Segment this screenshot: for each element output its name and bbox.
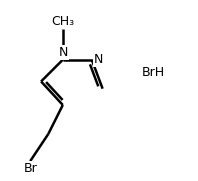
Text: N: N — [59, 46, 68, 59]
Text: Br: Br — [23, 162, 37, 175]
Text: N: N — [94, 53, 103, 66]
Text: BrH: BrH — [142, 66, 165, 79]
Text: CH₃: CH₃ — [51, 15, 74, 28]
